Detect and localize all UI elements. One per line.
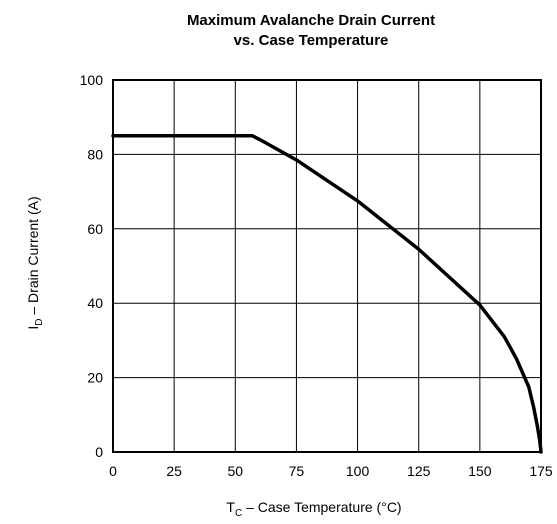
y-tick-label: 20 (87, 370, 103, 386)
chart-title-line2: vs. Case Temperature (234, 32, 389, 49)
y-tick-label: 40 (87, 295, 103, 311)
x-tick-label: 100 (346, 463, 370, 479)
x-tick-label: 0 (109, 463, 117, 479)
x-axis-label: TC – Case Temperature (°C) (226, 499, 401, 519)
y-tick-label: 0 (95, 444, 103, 460)
x-tick-label: 75 (289, 463, 305, 479)
x-tick-label: 125 (407, 463, 431, 479)
x-tick-label: 50 (227, 463, 243, 479)
chart-title-line1: Maximum Avalanche Drain Current (187, 12, 435, 29)
tick-labels: 0 25 50 75 100 125 150 175 0 20 40 60 80 100 (80, 72, 553, 479)
y-tick-label: 60 (87, 221, 103, 237)
y-tick-label: 100 (80, 72, 104, 88)
plot-frame (112, 79, 542, 453)
x-tick-label: 175 (529, 463, 553, 479)
series-line (111, 134, 543, 454)
series-layer (111, 134, 543, 454)
y-axis-label: ID – Drain Current (A) (25, 196, 45, 329)
x-tick-label: 150 (468, 463, 492, 479)
y-tick-label: 80 (87, 146, 103, 162)
x-tick-label: 25 (166, 463, 182, 479)
